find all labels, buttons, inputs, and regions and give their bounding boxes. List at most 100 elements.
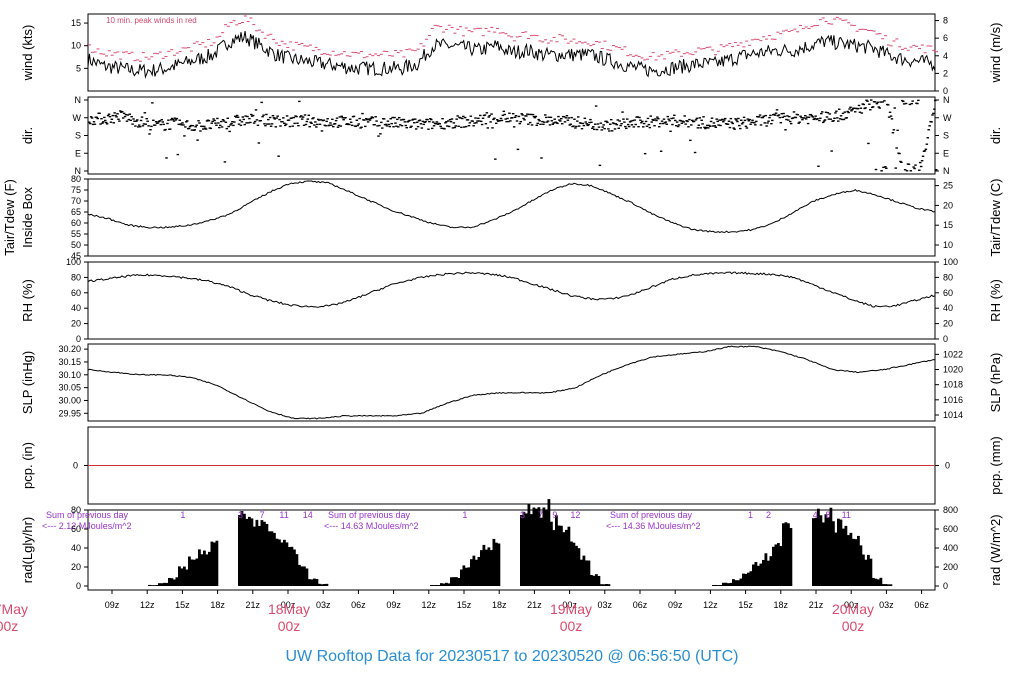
time-tick-label: 21z <box>246 600 261 610</box>
radiation-hour-marker: 1 <box>462 510 467 520</box>
radiation-bar <box>602 584 606 586</box>
radiation-bar <box>455 577 458 586</box>
radiation-bar <box>148 584 151 586</box>
slp-right-tick-label: 1020 <box>943 365 963 375</box>
radiation-bar <box>542 507 546 586</box>
dir-right-tick-label: N <box>943 166 950 176</box>
radiation-bar <box>712 585 715 586</box>
radiation-bar <box>764 553 768 586</box>
ylabel-slp-left: SLP (inHg) <box>20 351 35 414</box>
radiation-bar <box>472 555 476 586</box>
radiation-bar <box>842 528 845 586</box>
radiation-bar <box>597 575 601 586</box>
panel-frame-2 <box>87 96 936 175</box>
radiation-hour-marker: 4 <box>813 510 818 520</box>
rh-left-tick-label: 60 <box>71 288 81 298</box>
radiation-bar <box>318 583 321 586</box>
radiation-hour-marker: 11 <box>279 510 288 520</box>
radiation-bar <box>877 579 880 586</box>
radiation-bar <box>293 549 296 586</box>
radiation-bar <box>582 555 586 586</box>
radiation-bar <box>727 583 730 586</box>
ylabel-temp-left-1: Tair/Tdew (F) <box>2 179 17 256</box>
radiation-bar <box>522 511 526 586</box>
time-tick-label: 18z <box>774 600 789 610</box>
temp-left-tick-label: 65 <box>71 207 81 217</box>
wind-right-tick-label: 6 <box>943 33 948 43</box>
radiation-bar <box>265 523 269 586</box>
wind-right-tick-label: 4 <box>943 51 948 61</box>
day-label: 20May <box>832 601 874 617</box>
radiation-bar <box>714 584 718 586</box>
radiation-bar <box>525 513 528 586</box>
radiation-hour-marker: 12 <box>570 510 580 520</box>
slp-left-tick-label: 30.15 <box>58 357 81 367</box>
dir-left-tick-label: E <box>75 148 81 158</box>
radiation-bar <box>492 538 496 586</box>
radiation-bar <box>315 578 319 586</box>
time-tick-label: 09z <box>105 600 120 610</box>
radiation-bar <box>824 514 828 586</box>
radiation-bar <box>547 499 551 586</box>
radiation-bar <box>869 558 873 586</box>
radiation-hour-marker: 3 <box>520 510 525 520</box>
radiation-bar <box>325 583 329 586</box>
radiation-hour-marker: 7 <box>260 510 265 520</box>
time-tick-label: 21z <box>527 600 542 610</box>
radiation-bar <box>722 582 725 586</box>
radiation-bar <box>557 525 561 586</box>
radiation-bar <box>497 543 501 586</box>
radiation-bar <box>298 564 301 586</box>
radiation-bar <box>158 583 161 586</box>
dir-right-tick-label: N <box>943 95 950 105</box>
radiation-hour-marker: 2 <box>766 510 771 520</box>
dir-right-tick-label: S <box>943 131 949 141</box>
radiation-hour-marker: 3 <box>238 510 243 520</box>
rad-right-tick-label: 0 <box>943 581 948 591</box>
wind-left-tick-label: 5 <box>76 63 81 73</box>
radiation-bar <box>160 583 164 586</box>
title-timezone: (UTC) <box>694 648 739 665</box>
ylabel-slp-right: SLP (hPa) <box>988 353 1003 413</box>
temp-left-tick-label: 55 <box>71 229 81 239</box>
radiation-bar <box>258 525 261 586</box>
radiation-bar <box>752 564 755 586</box>
time-tick-label: 09z <box>668 600 683 610</box>
radiation-bar <box>270 531 274 586</box>
radiation-bar <box>814 517 818 586</box>
radiation-bar <box>819 515 823 586</box>
ylabel-temp-left-2: Inside Box <box>20 187 35 248</box>
radiation-bar <box>787 523 790 586</box>
title-prefix: UW Rooftop Data for <box>285 648 435 665</box>
wind-right-tick-label: 0 <box>943 86 948 96</box>
radiation-bar <box>495 542 498 586</box>
title-start-date: 20230517 <box>438 648 510 665</box>
radiation-bar <box>585 560 588 586</box>
time-tick-label: 12z <box>140 600 155 610</box>
radiation-bar <box>874 578 878 586</box>
radiation-bar <box>273 532 276 586</box>
radiation-bar <box>482 544 486 586</box>
radiation-bar <box>849 532 853 586</box>
radiation-bar <box>205 554 209 586</box>
radiation-bar <box>295 554 299 586</box>
radiation-bar <box>580 559 583 586</box>
slp-left-tick-label: 30.05 <box>58 383 81 393</box>
radiation-bar <box>268 531 271 586</box>
radiation-bar <box>562 532 566 586</box>
day-time-label: 00z <box>0 618 18 634</box>
radiation-bar <box>165 582 169 586</box>
rh-right-tick-label: 40 <box>943 303 953 313</box>
temp-right-tick-label: 25 <box>943 181 953 191</box>
radiation-bar <box>829 507 833 586</box>
ylabel-wind-right: wind (m/s) <box>988 23 1003 84</box>
radiation-bar <box>470 559 473 586</box>
radiation-bar <box>827 517 830 586</box>
radiation-bar <box>847 535 850 586</box>
ylabel-rh-left: RH (%) <box>20 279 35 322</box>
radiation-hour-marker: 7 <box>538 510 543 520</box>
radiation-bar <box>742 573 745 586</box>
radiation-bar <box>567 526 571 586</box>
radiation-bar <box>245 518 249 586</box>
radiation-bar <box>195 558 199 586</box>
